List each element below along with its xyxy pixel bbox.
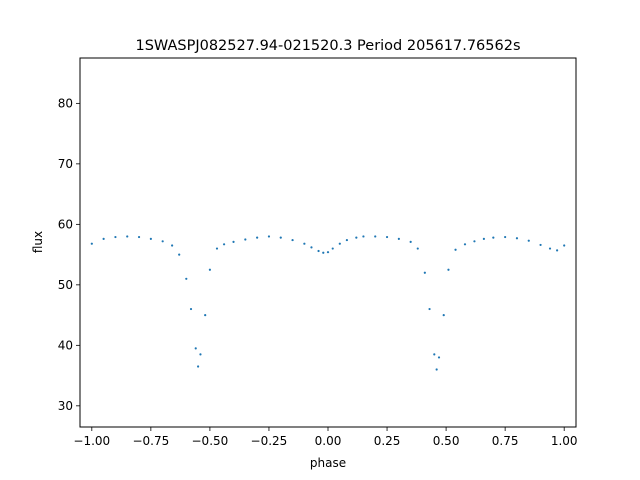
data-point bbox=[473, 240, 476, 243]
data-point bbox=[232, 240, 235, 243]
data-point bbox=[244, 238, 247, 241]
data-point bbox=[137, 235, 141, 239]
x-tick-label: −0.50 bbox=[192, 434, 229, 448]
data-point bbox=[256, 236, 259, 239]
y-tick-label: 40 bbox=[58, 338, 73, 352]
data-point bbox=[126, 235, 129, 238]
data-point bbox=[433, 353, 436, 356]
data-point bbox=[267, 235, 271, 238]
data-point bbox=[409, 240, 412, 243]
data-point bbox=[435, 368, 438, 371]
data-point bbox=[428, 307, 431, 311]
y-tick-label: 80 bbox=[58, 96, 73, 110]
data-point bbox=[317, 249, 320, 253]
data-point bbox=[326, 251, 330, 254]
data-point bbox=[423, 271, 426, 274]
data-point bbox=[345, 238, 348, 242]
data-point bbox=[161, 240, 164, 243]
data-point bbox=[90, 242, 93, 245]
y-axis: 30 40 50 60 70 80 bbox=[58, 96, 80, 413]
data-point bbox=[291, 238, 294, 242]
data-point bbox=[338, 242, 341, 245]
data-point bbox=[539, 243, 542, 247]
data-point bbox=[447, 268, 450, 271]
x-tick-label: −1.00 bbox=[73, 434, 110, 448]
data-point bbox=[492, 236, 495, 239]
data-point bbox=[416, 247, 419, 250]
x-tick-label: 0.50 bbox=[433, 434, 460, 448]
x-tick-label: 0.25 bbox=[374, 434, 401, 448]
data-point bbox=[527, 239, 530, 242]
y-tick-label: 60 bbox=[58, 217, 73, 231]
y-axis-label: flux bbox=[31, 231, 45, 253]
data-point bbox=[556, 249, 559, 252]
data-point bbox=[199, 353, 202, 356]
data-point bbox=[442, 313, 445, 317]
data-points bbox=[90, 235, 566, 371]
data-point bbox=[194, 347, 197, 350]
data-point bbox=[208, 268, 211, 271]
x-axis-label: phase bbox=[310, 456, 346, 470]
data-point bbox=[454, 248, 457, 251]
data-point bbox=[437, 356, 441, 359]
data-point bbox=[322, 251, 325, 254]
x-tick-label: −0.25 bbox=[251, 434, 288, 448]
plot-area bbox=[90, 235, 566, 371]
data-point bbox=[204, 313, 207, 317]
x-tick-label: −0.75 bbox=[132, 434, 169, 448]
data-point bbox=[397, 237, 400, 240]
data-point bbox=[178, 253, 181, 256]
data-point bbox=[331, 247, 334, 250]
data-point bbox=[385, 235, 389, 239]
plot-frame bbox=[79, 57, 577, 428]
x-tick-label: 1.00 bbox=[551, 434, 578, 448]
data-point bbox=[197, 365, 200, 368]
data-point bbox=[303, 242, 306, 245]
data-point bbox=[310, 246, 313, 249]
chart-title: 1SWASPJ082527.94-021520.3 Period 205617.… bbox=[135, 38, 520, 54]
y-tick-label: 70 bbox=[58, 157, 73, 171]
data-point bbox=[189, 307, 193, 311]
data-point bbox=[185, 277, 188, 280]
data-point bbox=[222, 243, 226, 246]
data-point bbox=[563, 244, 566, 247]
data-point bbox=[374, 235, 377, 238]
y-tick-label: 50 bbox=[58, 278, 73, 292]
x-tick-label: 0.00 bbox=[315, 434, 342, 448]
data-point bbox=[463, 243, 467, 246]
data-point bbox=[548, 247, 552, 250]
data-point bbox=[504, 235, 507, 239]
x-axis: −1.00 −0.75 −0.50 −0.25 0.00 0.25 0.50 0.75 1.00 bbox=[73, 427, 578, 448]
data-point bbox=[482, 237, 485, 240]
data-point bbox=[102, 237, 105, 240]
data-point bbox=[515, 237, 519, 240]
y-tick-label: 30 bbox=[58, 399, 73, 413]
data-point bbox=[114, 235, 117, 239]
data-point bbox=[215, 247, 219, 250]
x-tick-label: 0.75 bbox=[492, 434, 519, 448]
data-point bbox=[149, 237, 152, 240]
data-point bbox=[355, 236, 358, 239]
data-point bbox=[279, 236, 282, 239]
data-point bbox=[171, 244, 174, 247]
data-point bbox=[362, 235, 365, 238]
